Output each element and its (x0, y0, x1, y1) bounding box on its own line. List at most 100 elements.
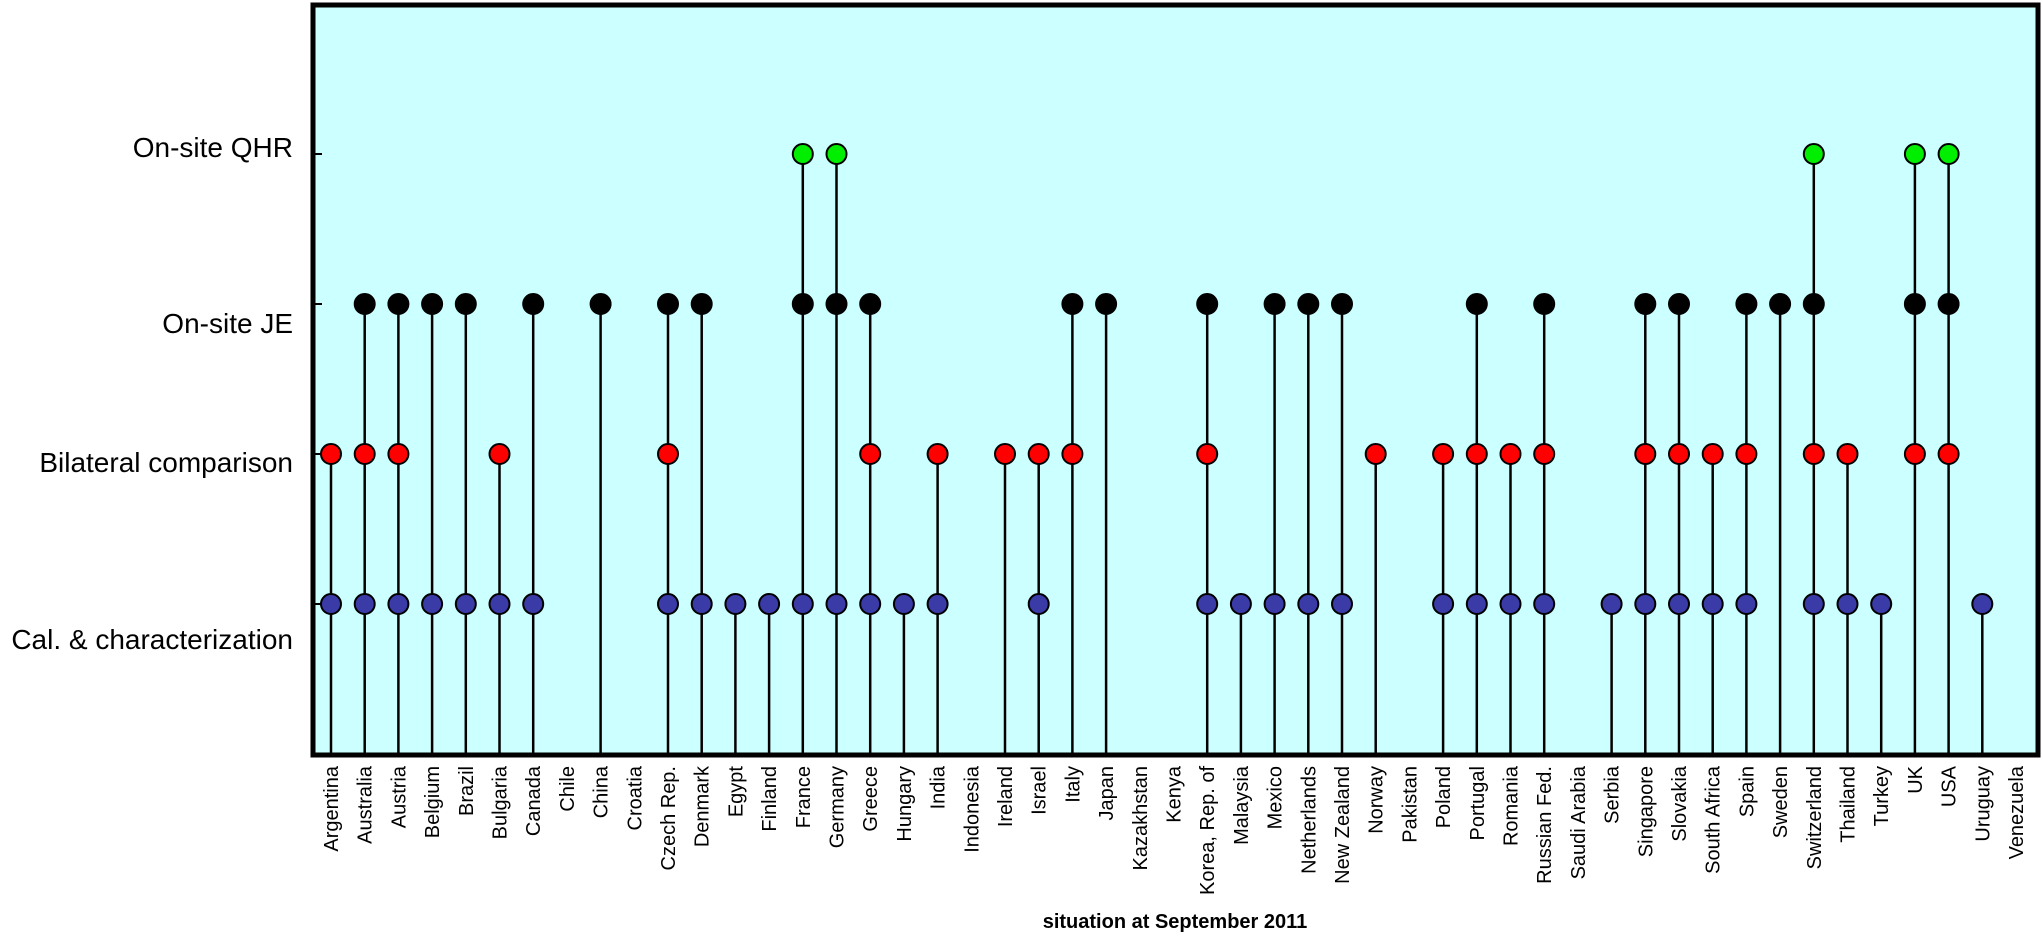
data-point (1331, 293, 1353, 315)
data-point (1802, 443, 1825, 465)
data-point (1802, 293, 1825, 315)
data-point (320, 593, 342, 615)
data-point (1836, 443, 1859, 465)
x-tick-label: Hungary (894, 766, 916, 842)
data-point (1937, 293, 1960, 315)
x-tick-label: Croatia (624, 765, 646, 830)
x-tick-label: Thailand (1838, 766, 1860, 843)
data-point (1802, 593, 1825, 615)
x-tick-label: Pakistan (1399, 766, 1421, 843)
data-point (1668, 293, 1690, 315)
x-tick-label: Chile (557, 766, 579, 812)
x-tick-label: Greece (860, 766, 882, 832)
data-point (1061, 443, 1084, 465)
y-tick-label: Cal. & characterization (11, 624, 293, 655)
x-tick-label: France (793, 766, 815, 828)
data-point (1937, 443, 1960, 465)
data-point (1432, 593, 1455, 615)
data-point (353, 293, 376, 315)
x-tick-label: Saudi Arabia (1568, 765, 1590, 879)
x-tick-label: Romania (1501, 765, 1523, 846)
x-tick-label: Canada (523, 765, 545, 836)
x-tick-label: Egypt (725, 766, 747, 818)
data-point (1331, 593, 1353, 615)
data-point (825, 293, 848, 315)
data-point (1634, 443, 1657, 465)
data-point (320, 443, 342, 465)
data-point (825, 143, 848, 165)
data-point (1027, 443, 1050, 465)
data-point (791, 143, 814, 165)
data-point (454, 293, 477, 315)
data-point (1432, 443, 1455, 465)
x-tick-label: Turkey (1871, 766, 1893, 826)
x-tick-label: Russian Fed. (1534, 766, 1556, 884)
data-point (353, 443, 376, 465)
data-point (488, 593, 511, 615)
x-tick-label: Singapore (1635, 766, 1657, 857)
data-point (657, 593, 679, 615)
data-point (1263, 293, 1286, 315)
x-tick-label: Sweden (1770, 766, 1792, 838)
data-point (859, 293, 882, 315)
data-point (1668, 443, 1690, 465)
data-point (488, 443, 511, 465)
data-point (1196, 593, 1219, 615)
data-point (1533, 593, 1556, 615)
data-point (657, 443, 679, 465)
data-point (1533, 293, 1556, 315)
x-tick-label: Kenya (1164, 765, 1186, 823)
x-tick-label: Norway (1366, 766, 1388, 834)
x-tick-label: Czech Rep. (658, 766, 680, 871)
x-tick-label: New Zealand (1332, 766, 1354, 884)
data-point (387, 443, 410, 465)
data-point (1196, 443, 1219, 465)
data-point (589, 293, 612, 315)
x-tick-label: Argentina (321, 765, 343, 851)
data-point (724, 593, 747, 615)
data-point (1297, 293, 1320, 315)
x-tick-label: Korea, Rep. of (1197, 766, 1219, 895)
data-point (1836, 593, 1859, 615)
data-point (825, 593, 848, 615)
x-tick-label: Mexico (1265, 766, 1287, 829)
data-point (1903, 143, 1926, 165)
x-tick-label: Slovakia (1669, 765, 1691, 841)
data-point (690, 293, 713, 315)
x-tick-label: Malaysia (1231, 765, 1253, 845)
data-point (1600, 593, 1623, 615)
data-point (1196, 293, 1219, 315)
data-point (1937, 143, 1960, 165)
data-point (353, 593, 376, 615)
x-tick-label: Venezuela (2006, 765, 2028, 859)
data-point (1701, 593, 1724, 615)
x-tick-label: Poland (1433, 766, 1455, 828)
x-tick-label: Bulgaria (490, 765, 512, 839)
x-axis-title: situation at September 2011 (1043, 911, 1308, 933)
data-point (1903, 293, 1926, 315)
data-point (387, 593, 410, 615)
data-point (657, 293, 679, 315)
data-point (454, 593, 477, 615)
data-point (1465, 443, 1488, 465)
data-point (1701, 443, 1724, 465)
y-tick-label: On-site QHR (133, 132, 293, 163)
data-point (1735, 293, 1758, 315)
data-point (522, 593, 545, 615)
data-point (994, 443, 1016, 465)
x-tick-label: Uruguay (1972, 766, 1994, 842)
data-point (1971, 593, 1994, 615)
x-tick-label: USA (1939, 765, 1961, 807)
x-tick-label: Spain (1736, 766, 1758, 817)
data-point (421, 593, 444, 615)
data-point (1095, 293, 1118, 315)
x-tick-label: India (928, 765, 950, 809)
y-tick-label: Bilateral comparison (39, 447, 293, 478)
data-point (1364, 443, 1387, 465)
data-point (1499, 443, 1522, 465)
data-point (1870, 593, 1893, 615)
x-tick-label: China (591, 765, 613, 818)
data-point (926, 443, 949, 465)
data-point (387, 293, 410, 315)
